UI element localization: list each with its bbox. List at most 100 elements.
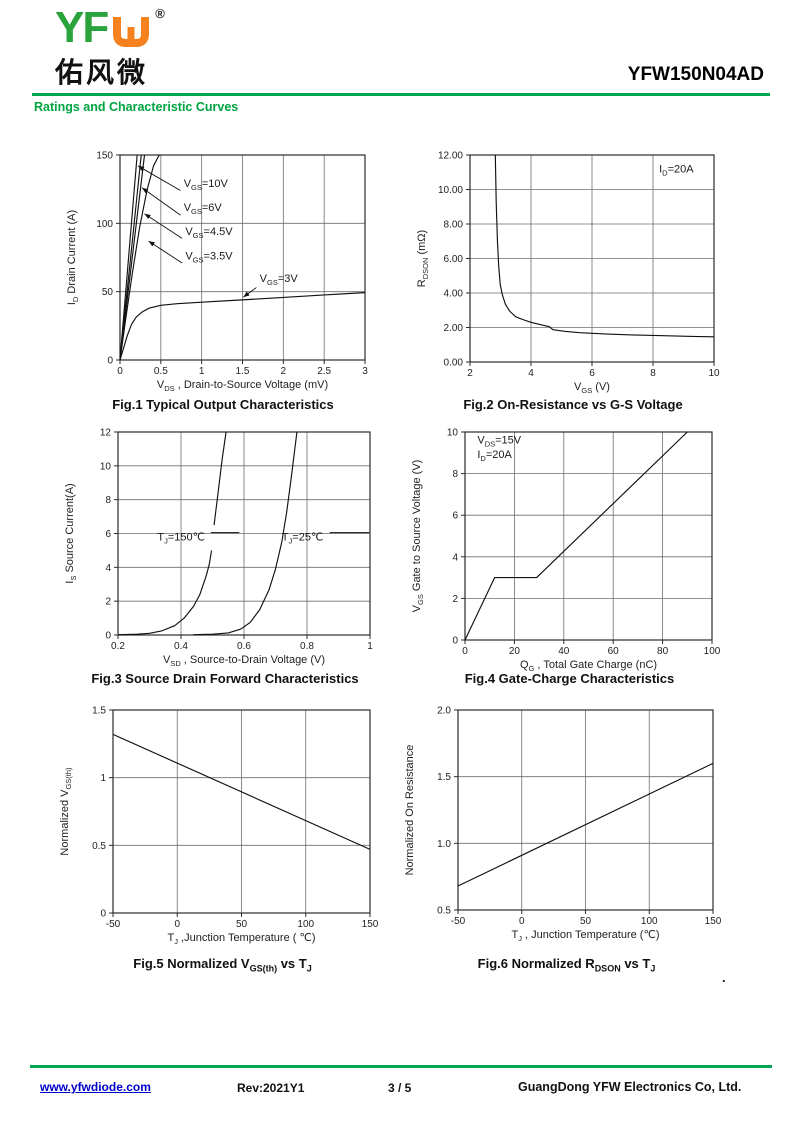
svg-text:4: 4	[452, 552, 458, 563]
svg-text:1.5: 1.5	[92, 706, 106, 717]
svg-text:6.00: 6.00	[444, 254, 464, 265]
svg-text:0: 0	[100, 909, 106, 920]
svg-text:0: 0	[462, 646, 468, 657]
series-tj-150c-lower	[117, 550, 213, 636]
gridlines	[470, 155, 714, 362]
svg-text:0.2: 0.2	[111, 641, 125, 652]
gridlines	[113, 710, 370, 913]
svg-text:-50: -50	[451, 916, 466, 927]
y-axis-label: RDSON (mΩ)	[416, 230, 430, 287]
svg-text:150: 150	[362, 919, 379, 930]
svg-text:8: 8	[650, 368, 656, 379]
svg-text:-50: -50	[106, 919, 121, 930]
fig5-caption: Fig.5 Normalized VGS(th) vs TJ	[133, 956, 312, 974]
annotation-label: VDS=15V	[477, 434, 521, 448]
series-vgs-10v	[119, 154, 138, 361]
svg-text:60: 60	[608, 646, 620, 657]
series-tj-25c	[193, 431, 298, 636]
fig1-caption: Fig.1 Typical Output Characteristics	[112, 397, 334, 412]
svg-text:0.8: 0.8	[300, 641, 314, 652]
svg-text:0.4: 0.4	[174, 641, 188, 652]
chart-fig2: 2 4 6 8 10 0.00 2.00 4.00 6.00 8.00 10.00 12.00 VGS …	[416, 151, 720, 396]
annotation-arrow	[148, 240, 183, 264]
stray-dot: .	[722, 970, 726, 985]
svg-text:80: 80	[657, 646, 669, 657]
series-normalized-vgs-th-	[112, 733, 371, 850]
footer-rule	[30, 1065, 772, 1068]
svg-text:12.00: 12.00	[438, 151, 463, 162]
x-axis-label: VDS , Drain-to-Source Voltage (mV)	[157, 379, 328, 393]
gridlines	[458, 710, 713, 910]
svg-text:2: 2	[467, 368, 473, 379]
annotation-arrow	[144, 213, 183, 239]
svg-text:10: 10	[708, 368, 720, 379]
svg-text:150: 150	[96, 151, 113, 162]
svg-text:2: 2	[452, 594, 458, 605]
tick-marks	[454, 709, 714, 914]
page-number: 3 / 5	[388, 1081, 412, 1095]
annotation-label: VGS=10V	[184, 178, 229, 192]
svg-text:6: 6	[589, 368, 595, 379]
series-normalized-rdson	[457, 762, 714, 887]
gridlines	[120, 155, 365, 360]
fig3-caption: Fig.3 Source Drain Forward Characteristi…	[91, 671, 359, 686]
registered-trademark-icon: ®	[155, 6, 165, 21]
svg-text:1: 1	[100, 773, 106, 784]
svg-text:0.5: 0.5	[92, 841, 106, 852]
tick-marks	[109, 709, 371, 917]
annotation-label: ID=20A	[477, 449, 512, 463]
annotation-arrow	[243, 287, 257, 298]
svg-text:2: 2	[105, 597, 111, 608]
y-axis-label: IS Source Current(A)	[64, 483, 78, 583]
series-vgs-vs-qg-at-vds-15v-id-20a	[464, 431, 688, 641]
fig2-caption: Fig.2 On-Resistance vs G-S Voltage	[463, 397, 683, 412]
company-name: GuangDong YFW Electronics Co, Ltd.	[518, 1080, 742, 1094]
tick-labels: -50 0 50 100 150 0.5 1.0 1.5 2.0	[437, 706, 722, 928]
svg-text:3: 3	[362, 366, 368, 377]
svg-text:50: 50	[580, 916, 592, 927]
series-vgs-4-5v	[119, 154, 146, 361]
svg-text:8: 8	[452, 469, 458, 480]
x-axis-label: TJ , Junction Temperature (℃)	[512, 929, 660, 943]
svg-text:0: 0	[105, 631, 111, 642]
fig4-caption: Fig.4 Gate-Charge Characteristics	[464, 671, 675, 686]
svg-text:0.6: 0.6	[237, 641, 251, 652]
svg-text:1.5: 1.5	[236, 366, 250, 377]
y-axis-label: ID Drain Current (A)	[66, 210, 80, 305]
tick-marks	[461, 431, 713, 644]
svg-text:10: 10	[447, 428, 459, 439]
svg-text:1: 1	[367, 641, 373, 652]
annotation-label: VGS=3V	[260, 273, 299, 287]
gridlines	[465, 432, 712, 640]
svg-text:2.5: 2.5	[317, 366, 331, 377]
chart-fig6: -50 0 50 100 150 0.5 1.0 1.5 2.0 TJ , Junction Te…	[404, 706, 722, 944]
revision-label: Rev:2021Y1	[237, 1081, 305, 1095]
svg-text:0: 0	[452, 636, 458, 647]
x-axis-label: TJ ,Junction Temperature ( ℃)	[168, 932, 316, 946]
svg-text:100: 100	[641, 916, 658, 927]
svg-text:4: 4	[105, 563, 111, 574]
tick-labels: 0 0.5 1 1.5 2 2.5 3 0 50 100 150	[96, 151, 368, 378]
part-number: YFW150N04AD	[627, 64, 764, 85]
tick-marks	[466, 154, 715, 366]
svg-text:50: 50	[102, 287, 114, 298]
svg-text:8.00: 8.00	[444, 220, 464, 231]
svg-text:20: 20	[509, 646, 521, 657]
website-link[interactable]: www.yfwdiode.com	[40, 1080, 151, 1094]
svg-text:0: 0	[117, 366, 123, 377]
svg-text:0: 0	[519, 916, 525, 927]
svg-text:0: 0	[107, 356, 113, 367]
series-vgs-3-5v	[119, 154, 160, 361]
logo-chinese-text: 佑风微	[55, 57, 149, 88]
svg-text:0.5: 0.5	[154, 366, 168, 377]
chart-fig4: 0 20 40 60 80 100 0 2 4 6 8 10 QG , Total Gate Charg…	[411, 428, 721, 674]
svg-text:0.00: 0.00	[444, 358, 464, 369]
plot-border	[464, 431, 713, 641]
series-rdson-vs-vgs-at-id-20a	[494, 154, 715, 338]
svg-text:12: 12	[100, 428, 112, 439]
yfw-logo: YF ® 佑风微	[55, 6, 165, 91]
tick-labels: 2 4 6 8 10 0.00 2.00 4.00 6.00 8.00 10.00 12.00	[438, 151, 720, 380]
annotation-label: VGS=6V	[184, 202, 223, 216]
